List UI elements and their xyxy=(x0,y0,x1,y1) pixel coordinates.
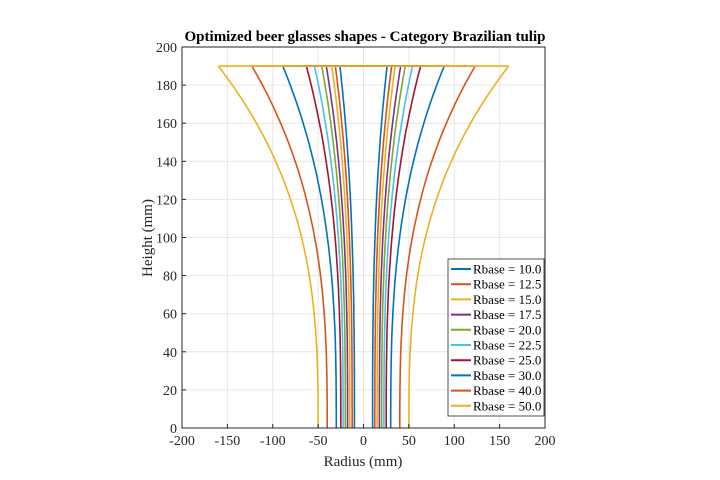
legend-label: Rbase = 15.0 xyxy=(473,292,541,307)
series-line-left xyxy=(313,65,344,428)
legend-label: Rbase = 50.0 xyxy=(473,398,541,413)
series-line-left xyxy=(334,66,354,428)
legend-entry: Rbase = 50.0 xyxy=(451,398,541,413)
x-tick-label: 0 xyxy=(360,434,367,449)
legend-label: Rbase = 40.0 xyxy=(473,383,541,398)
y-tick-label: 100 xyxy=(156,232,177,247)
series-line-right xyxy=(378,65,402,428)
legend-entry: Rbase = 12.5 xyxy=(451,277,541,292)
y-tick-label: 60 xyxy=(163,308,177,323)
series-line-right xyxy=(389,65,446,428)
series-line-left xyxy=(251,65,329,428)
legend-label: Rbase = 22.5 xyxy=(473,338,541,353)
series-line-right xyxy=(373,66,393,428)
y-tick-label: 180 xyxy=(156,79,177,94)
legend-label: Rbase = 30.0 xyxy=(473,368,541,383)
series-line-right xyxy=(385,65,422,428)
legend-entry: Rbase = 15.0 xyxy=(451,292,541,307)
x-tick-label: 50 xyxy=(402,434,416,449)
y-axis-label: Height (mm) xyxy=(140,199,156,277)
y-tick-label: 120 xyxy=(156,193,177,208)
series-line-right xyxy=(376,65,397,428)
y-tick-label: 20 xyxy=(163,384,177,399)
series-line-left xyxy=(339,66,356,428)
series-line-right xyxy=(398,65,476,428)
legend-entry: Rbase = 20.0 xyxy=(451,322,541,337)
x-tick-label: -150 xyxy=(215,434,241,449)
series-line-left xyxy=(321,65,347,429)
series-line-left xyxy=(217,65,319,428)
x-tick-label: 100 xyxy=(444,434,465,449)
series-line-right xyxy=(383,65,414,428)
series-line-left xyxy=(330,65,351,428)
x-tick-label: 200 xyxy=(535,434,556,449)
x-tick-label: 150 xyxy=(489,434,510,449)
chart-title: Optimized beer glasses shapes - Category… xyxy=(185,29,546,45)
legend-entry: Rbase = 10.0 xyxy=(451,262,541,277)
legend-entry: Rbase = 25.0 xyxy=(451,353,541,368)
y-tick-label: 40 xyxy=(163,346,177,361)
legend-label: Rbase = 10.0 xyxy=(473,262,541,277)
legend-entry: Rbase = 22.5 xyxy=(451,338,541,353)
y-tick-label: 140 xyxy=(156,155,177,170)
y-tick-label: 200 xyxy=(156,41,177,56)
legend-label: Rbase = 12.5 xyxy=(473,277,541,292)
x-ticks: -200 -150 -100 -50 0 50 100 150 200 xyxy=(169,424,556,449)
x-tick-label: -50 xyxy=(309,434,328,449)
series-line-left xyxy=(325,65,349,428)
series-line-right xyxy=(408,65,510,428)
y-tick-label: 0 xyxy=(170,422,177,437)
legend-entry: Rbase = 30.0 xyxy=(451,368,541,383)
y-ticks: 0 20 40 60 80 100 120 140 160 180 200 xyxy=(156,41,186,437)
series-line-right xyxy=(380,65,406,429)
legend-entry: Rbase = 17.5 xyxy=(451,307,541,322)
series-line-left xyxy=(305,65,342,428)
y-tick-label: 80 xyxy=(163,270,177,285)
curves xyxy=(217,65,510,429)
x-tick-label: -200 xyxy=(169,434,195,449)
x-axis-label: Radius (mm) xyxy=(324,454,403,470)
legend-label: Rbase = 17.5 xyxy=(473,307,541,322)
legend-entry: Rbase = 40.0 xyxy=(451,383,541,398)
y-tick-label: 160 xyxy=(156,117,177,132)
legend-label: Rbase = 25.0 xyxy=(473,353,541,368)
legend-label: Rbase = 20.0 xyxy=(473,322,541,337)
x-tick-label: -100 xyxy=(260,434,286,449)
series-line-left xyxy=(281,65,338,428)
series-line-right xyxy=(371,66,388,428)
